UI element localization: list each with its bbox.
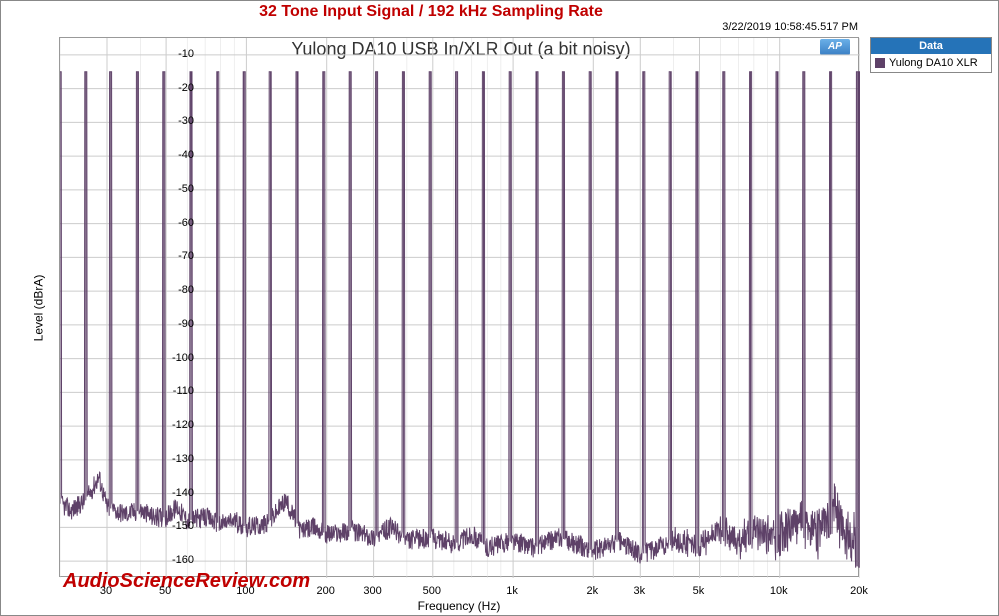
legend-item: Yulong DA10 XLR xyxy=(871,54,991,72)
y-tick: -110 xyxy=(154,385,194,397)
y-tick: -10 xyxy=(154,48,194,60)
y-tick: -70 xyxy=(154,250,194,262)
legend-header: Data xyxy=(871,38,991,54)
x-tick: 100 xyxy=(236,585,254,597)
y-tick: -150 xyxy=(154,520,194,532)
chart-container: 32 Tone Input Signal / 192 kHz Sampling … xyxy=(0,0,999,616)
x-tick: 30 xyxy=(100,585,112,597)
title-text: 32 Tone Input Signal / 192 kHz Sampling … xyxy=(259,3,603,20)
x-axis-label: Frequency (Hz) xyxy=(59,599,859,613)
y-tick: -90 xyxy=(154,318,194,330)
x-tick: 200 xyxy=(316,585,334,597)
x-tick: 300 xyxy=(363,585,381,597)
legend-label: Yulong DA10 XLR xyxy=(889,57,978,69)
x-tick: 500 xyxy=(423,585,441,597)
x-tick: 1k xyxy=(506,585,518,597)
x-tick: 5k xyxy=(693,585,705,597)
y-tick: -60 xyxy=(154,217,194,229)
timestamp: 3/22/2019 10:58:45.517 PM xyxy=(722,21,858,33)
y-tick: -100 xyxy=(154,352,194,364)
legend-swatch-icon xyxy=(875,58,885,68)
y-tick: -50 xyxy=(154,183,194,195)
y-tick: -80 xyxy=(154,284,194,296)
x-tick: 50 xyxy=(159,585,171,597)
y-tick: -40 xyxy=(154,149,194,161)
chart-title: 32 Tone Input Signal / 192 kHz Sampling … xyxy=(1,3,861,21)
x-tick: 20k xyxy=(850,585,868,597)
y-tick: -20 xyxy=(154,82,194,94)
legend: Data Yulong DA10 XLR xyxy=(870,37,992,73)
x-tick: 2k xyxy=(587,585,599,597)
y-tick: -140 xyxy=(154,487,194,499)
y-tick: -130 xyxy=(154,453,194,465)
y-tick: -30 xyxy=(154,115,194,127)
y-axis-label: Level (dBrA) xyxy=(31,275,45,342)
y-tick: -160 xyxy=(154,554,194,566)
x-tick: 10k xyxy=(770,585,788,597)
y-tick: -120 xyxy=(154,419,194,431)
x-tick: 3k xyxy=(633,585,645,597)
